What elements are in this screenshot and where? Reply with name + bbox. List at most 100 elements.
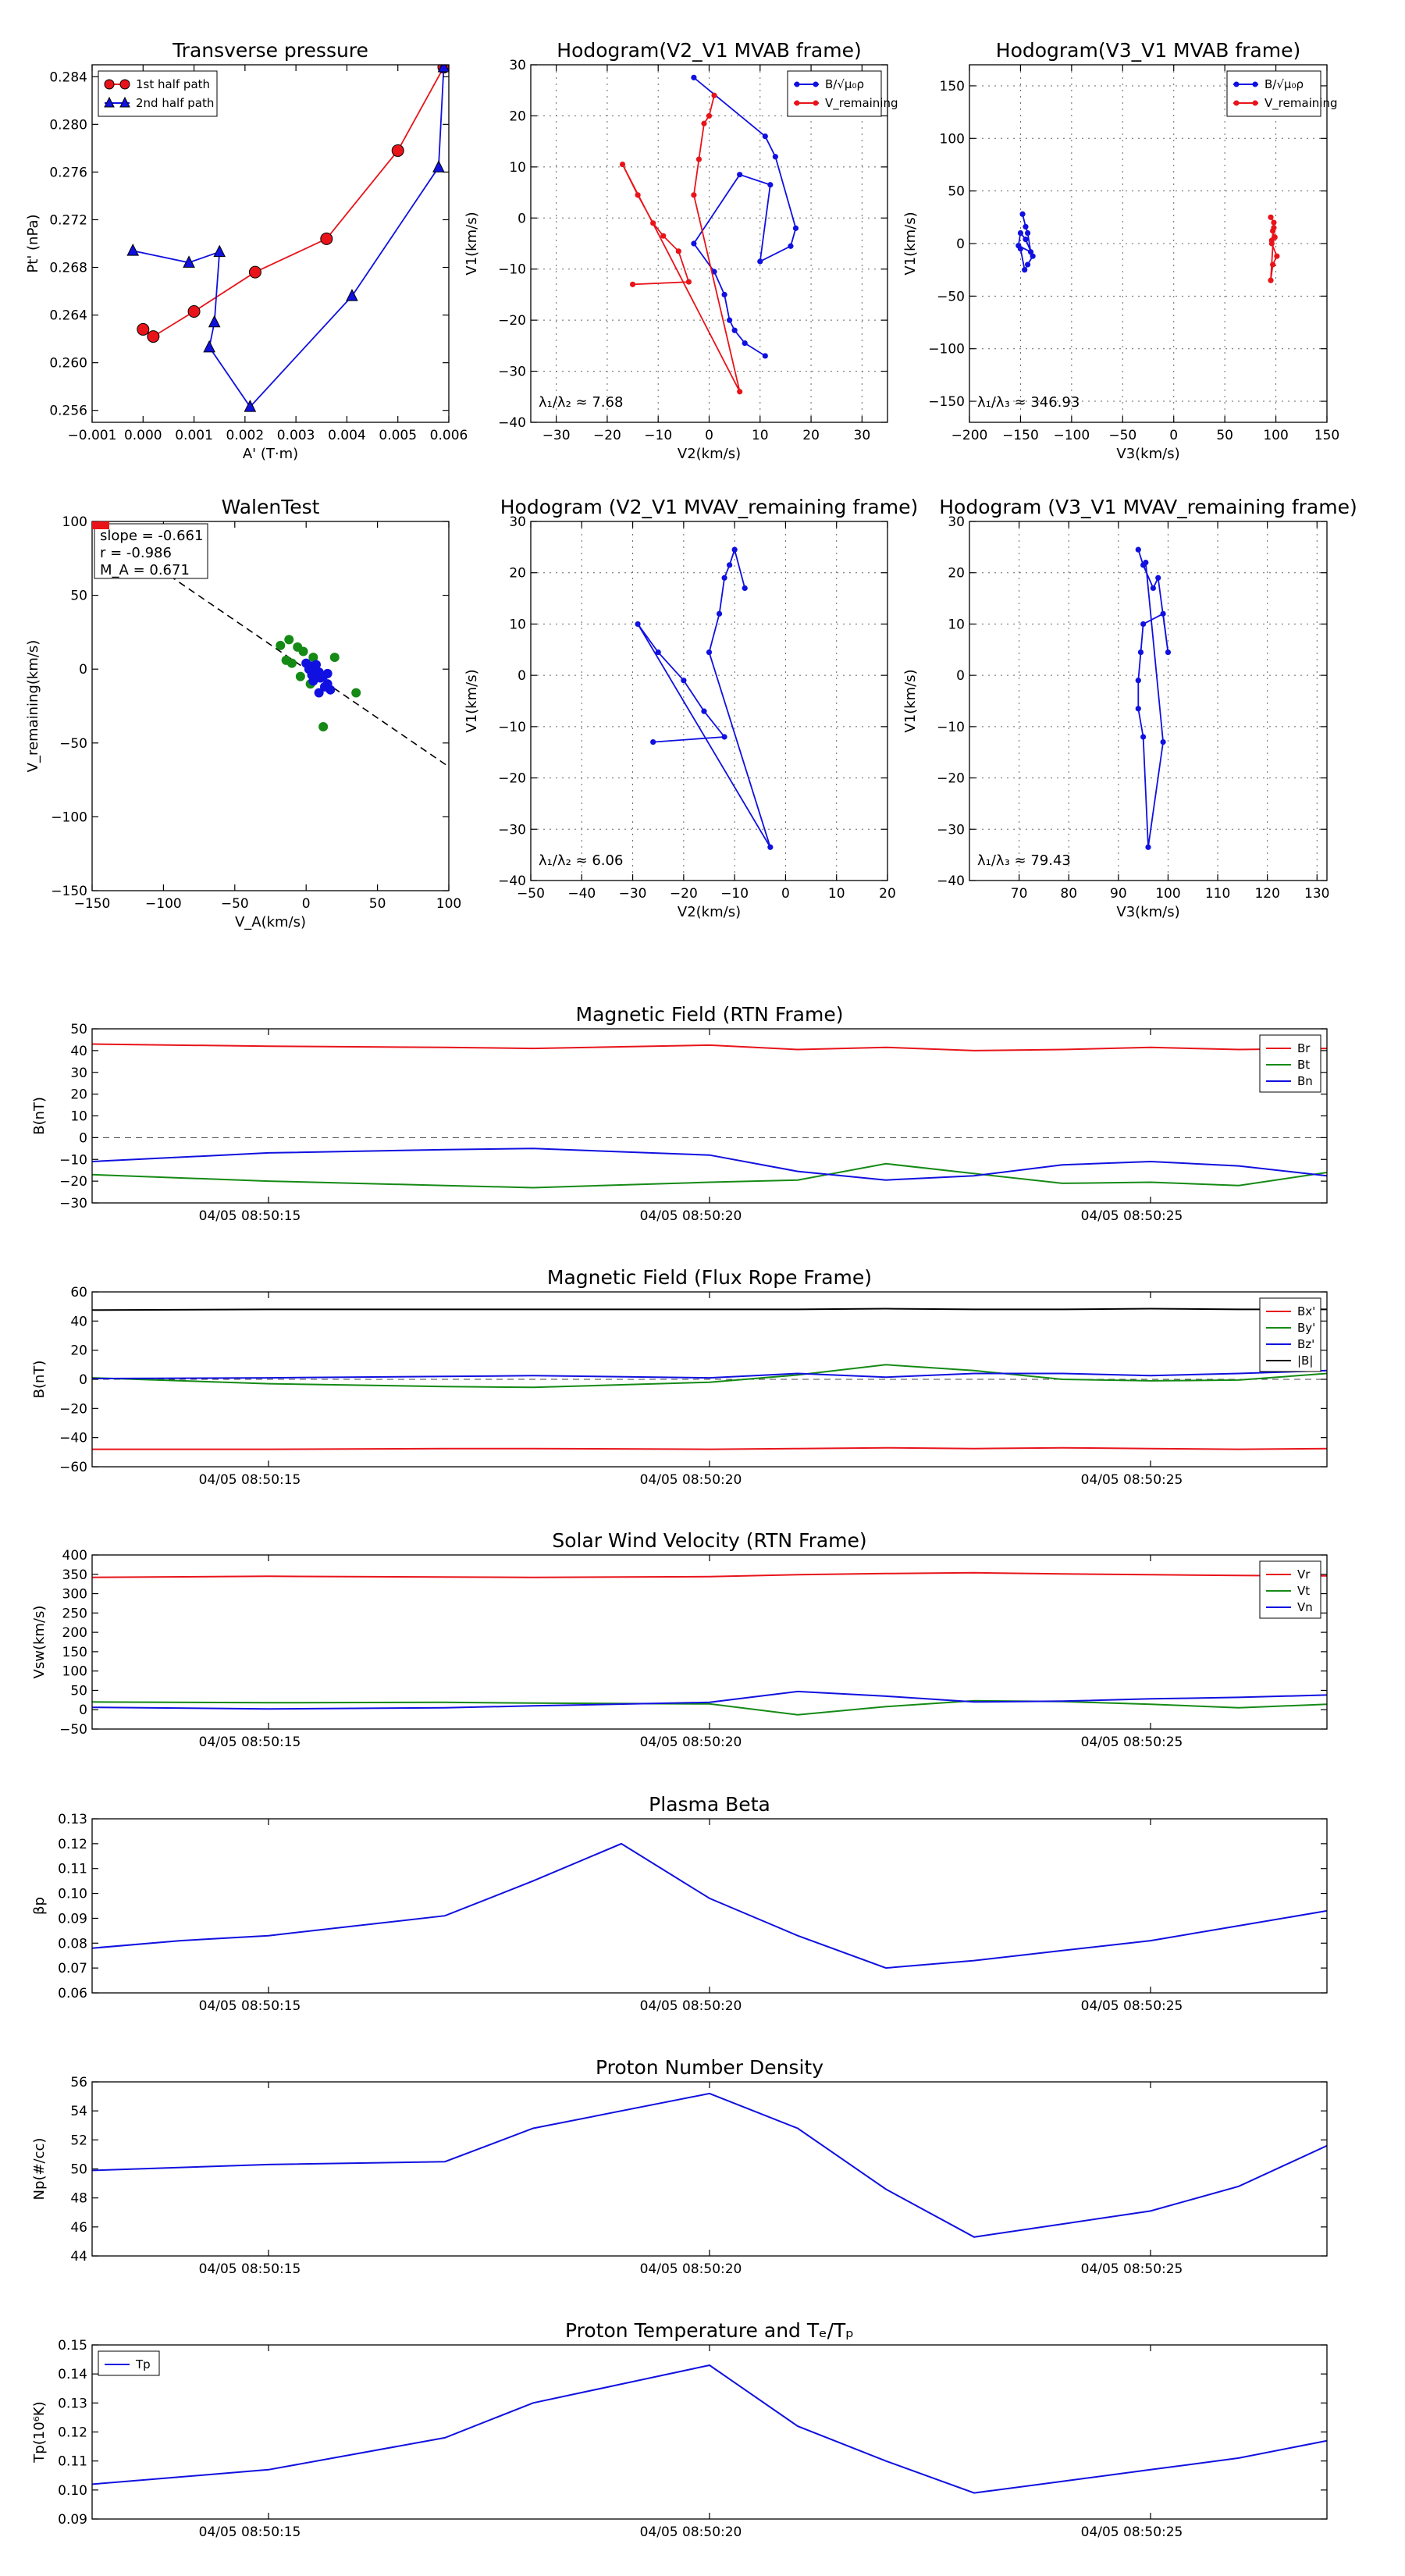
y-tick-label: 50 bbox=[70, 2162, 87, 2178]
data-point bbox=[792, 225, 799, 231]
y-tick-label: −10 bbox=[498, 262, 526, 278]
y-tick-label: 40 bbox=[70, 1044, 87, 1059]
legend-label: B/√μ₀ρ bbox=[1264, 77, 1304, 91]
y-axis-label: Vsw(km/s) bbox=[31, 1606, 48, 1679]
y-tick-label: −40 bbox=[498, 873, 526, 889]
plot-frame bbox=[530, 521, 888, 881]
x-tick-label: 04/05 08:50:25 bbox=[1081, 1208, 1183, 1224]
x-axis-label: V2(km/s) bbox=[678, 904, 741, 920]
series-line-Bz' bbox=[92, 1369, 1327, 1380]
data-point bbox=[721, 734, 727, 740]
data-point bbox=[629, 281, 636, 287]
stats-line: r = -0.986 bbox=[100, 545, 172, 561]
data-point bbox=[737, 389, 743, 395]
y-tick-label: 0.264 bbox=[49, 308, 87, 324]
data-point bbox=[767, 844, 774, 850]
data-point bbox=[772, 154, 778, 160]
chart-title: Hodogram (V3_V1 MVAV_remaining frame) bbox=[939, 496, 1357, 518]
data-point bbox=[329, 653, 340, 663]
series-line-V_remaining bbox=[621, 95, 741, 393]
chart-title: Hodogram (V2_V1 MVAV_remaining frame) bbox=[500, 496, 919, 518]
y-tick-label: 20 bbox=[509, 109, 526, 124]
x-tick-label: 0 bbox=[302, 896, 311, 912]
data-point bbox=[727, 562, 733, 568]
plot-frame bbox=[969, 521, 1328, 881]
x-tick-label: 0 bbox=[705, 428, 713, 443]
y-tick-label: 50 bbox=[70, 589, 87, 604]
y-axis-label: V1(km/s) bbox=[464, 212, 480, 275]
x-tick-label: 100 bbox=[1263, 428, 1288, 443]
y-tick-label: 150 bbox=[62, 1645, 87, 1660]
data-point bbox=[437, 65, 449, 73]
chart-title: Proton Temperature and Tₑ/Tₚ bbox=[565, 2319, 854, 2342]
y-tick-label: 0.08 bbox=[58, 1936, 87, 1952]
plot-area bbox=[92, 2092, 1327, 2238]
data-point bbox=[147, 330, 160, 343]
chart-hodogram-v3-v1-mvab: −200 −150 −100 −50 0 50 100 150 −150 −100 −50 0 50 10… bbox=[902, 39, 1339, 462]
legend-box bbox=[98, 2350, 160, 2376]
series-line-Bx' bbox=[92, 1446, 1327, 1450]
y-tick-label: 0.260 bbox=[49, 356, 87, 372]
data-point bbox=[701, 708, 707, 714]
data-point bbox=[1024, 229, 1031, 237]
data-point bbox=[701, 120, 707, 126]
y-tick-label: −50 bbox=[937, 289, 965, 304]
series-line-2nd half path bbox=[133, 67, 445, 408]
x-tick-label: 04/05 08:50:20 bbox=[640, 1472, 742, 1488]
plot-area bbox=[92, 1043, 1327, 1189]
data-point bbox=[706, 649, 713, 656]
y-tick-label: 20 bbox=[948, 566, 965, 582]
x-tick-label: 0 bbox=[1169, 428, 1178, 443]
data-point bbox=[660, 233, 667, 239]
legend-marker bbox=[1233, 100, 1240, 106]
plot-frame bbox=[91, 1818, 1328, 1994]
x-tick-label: 04/05 08:50:25 bbox=[1081, 1735, 1183, 1750]
y-tick-label: 52 bbox=[70, 2133, 87, 2148]
data-point bbox=[126, 244, 140, 256]
x-tick-label: 120 bbox=[1254, 886, 1279, 902]
y-tick-label: 0.284 bbox=[49, 69, 87, 85]
legend-label: By' bbox=[1297, 1321, 1315, 1335]
data-point bbox=[314, 688, 324, 698]
data-point bbox=[731, 546, 738, 553]
x-tick-label: −20 bbox=[670, 886, 698, 902]
data-point bbox=[767, 182, 774, 188]
y-tick-label: 0.12 bbox=[58, 2425, 87, 2441]
x-tick-label: −50 bbox=[221, 896, 249, 912]
chart-hodogram-v3-v1-mvav: 70 80 90 100 110 120 130 −40 −30 −20 −10 0 10 20 30Hod… bbox=[902, 496, 1357, 920]
y-tick-label: 0 bbox=[79, 662, 87, 678]
data-point bbox=[432, 160, 445, 173]
x-tick-label: 100 bbox=[1155, 886, 1180, 902]
plot-area bbox=[92, 1571, 1327, 1716]
data-point bbox=[320, 232, 333, 245]
plot-frame bbox=[91, 521, 450, 891]
y-tick-label: 0.11 bbox=[58, 1862, 87, 1877]
y-tick-label: 100 bbox=[62, 514, 87, 530]
y-axis-label: βp bbox=[31, 1897, 48, 1915]
y-tick-label: −150 bbox=[51, 884, 87, 899]
x-tick-label: 150 bbox=[1314, 428, 1339, 443]
plot-frame bbox=[91, 1028, 1328, 1204]
x-tick-label: 0 bbox=[781, 886, 790, 902]
data-point bbox=[315, 673, 325, 683]
x-tick-label: 04/05 08:50:15 bbox=[199, 1735, 301, 1750]
y-tick-label: −30 bbox=[498, 822, 526, 838]
y-tick-label: 48 bbox=[70, 2191, 87, 2207]
y-tick-label: 0 bbox=[79, 1703, 87, 1718]
data-point bbox=[318, 721, 329, 731]
x-tick-label: 10 bbox=[828, 886, 845, 902]
data-point bbox=[183, 255, 195, 268]
legend-marker bbox=[1252, 81, 1258, 87]
chart-proton-temperature: 04/05 08:50:15 04/05 08:50:20 04/05 08:50:… bbox=[31, 2319, 1328, 2540]
y-tick-label: 0 bbox=[79, 1372, 87, 1388]
x-tick-label: 110 bbox=[1205, 886, 1230, 902]
legend-label: Bz' bbox=[1297, 1337, 1314, 1351]
data-point bbox=[1268, 237, 1275, 244]
y-tick-label: 0 bbox=[518, 668, 526, 684]
x-axis-label: V2(km/s) bbox=[678, 446, 741, 462]
stats-box bbox=[94, 523, 208, 579]
y-tick-label: 0.14 bbox=[58, 2367, 87, 2382]
x-tick-label: 50 bbox=[369, 896, 386, 912]
series-line-Vt bbox=[92, 1699, 1327, 1716]
y-tick-label: 46 bbox=[70, 2220, 87, 2236]
